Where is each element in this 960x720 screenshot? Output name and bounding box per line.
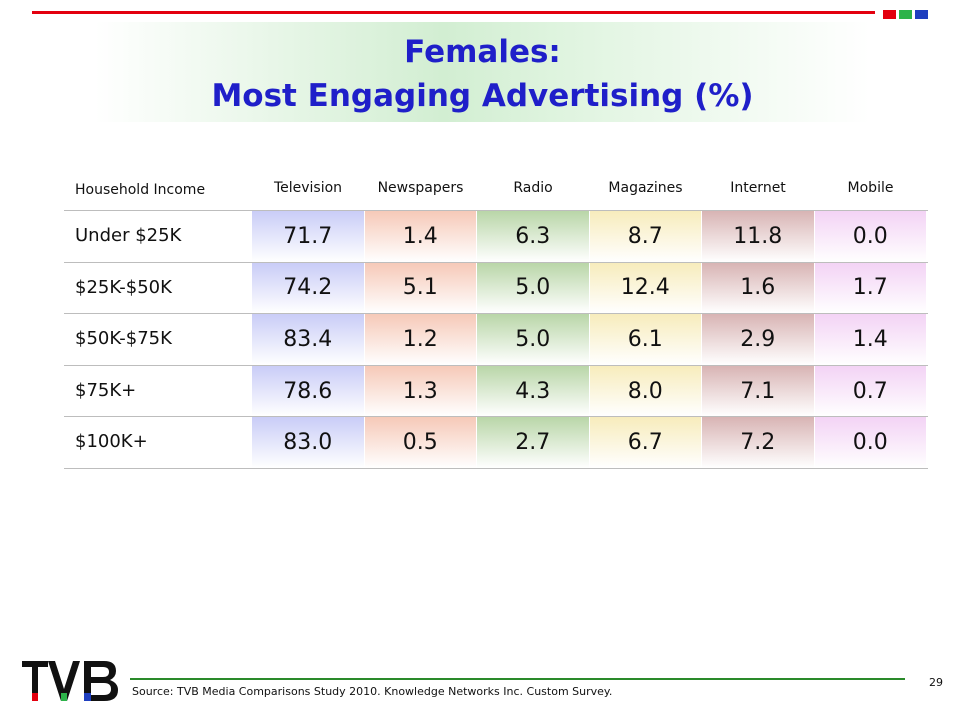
table-cell-internet: 7.2	[702, 417, 814, 468]
table-rule	[64, 210, 928, 211]
row-label: $100K+	[75, 431, 148, 453]
table-cell-television: 83.0	[252, 417, 364, 468]
row-label: $25K-$50K	[75, 276, 172, 298]
table-rule	[64, 416, 928, 418]
column-header-mobile: Mobile	[847, 180, 894, 196]
table-cell-internet: 2.9	[702, 314, 814, 365]
table-cell-mobile: 1.7	[814, 262, 926, 314]
table-cell-television: 83.4	[252, 314, 364, 365]
column-header-newspapers: Newspapers	[377, 180, 464, 196]
table-cell-radio: 2.7	[477, 417, 589, 468]
table-cell-television: 74.2	[252, 262, 364, 314]
table-cell-internet: 11.8	[702, 211, 814, 262]
title-line-2: Most Engaging Advertising (%)	[211, 78, 754, 114]
table-rule	[64, 313, 928, 315]
table-cell-radio: 5.0	[477, 262, 589, 314]
table-cell-magazines: 6.7	[589, 417, 701, 468]
row-header: Household Income	[75, 182, 206, 198]
table-cell-mobile: 0.0	[814, 211, 926, 262]
table-cell-mobile: 0.7	[814, 365, 926, 417]
table-cell-mobile: 1.4	[814, 314, 926, 365]
table-cell-internet: 7.1	[702, 365, 814, 417]
row-label: $50K-$75K	[75, 328, 172, 350]
tvb-logo	[22, 661, 118, 701]
accent-square-red	[883, 10, 896, 19]
table-cell-radio: 4.3	[477, 365, 589, 417]
table-rule	[64, 364, 928, 366]
top-rule	[32, 11, 875, 14]
table-rule	[64, 468, 928, 469]
accent-square-green	[899, 10, 912, 19]
table-cell-television: 78.6	[252, 365, 364, 417]
table-rule	[64, 261, 928, 263]
column-header-magazines: Magazines	[608, 180, 683, 196]
table-cell-magazines: 6.1	[589, 314, 701, 365]
column-header-radio: Radio	[513, 180, 553, 196]
table-cell-radio: 6.3	[477, 211, 589, 262]
footer-rule	[130, 678, 905, 680]
table-cell-radio: 5.0	[477, 314, 589, 365]
row-label: $75K+	[75, 379, 137, 401]
table-cell-newspapers: 1.4	[364, 211, 476, 262]
table-cell-mobile: 0.0	[814, 417, 926, 468]
table-cell-magazines: 8.0	[589, 365, 701, 417]
slide-title: Females: Most Engaging Advertising (%)	[95, 30, 870, 118]
table-cell-newspapers: 1.2	[364, 314, 476, 365]
accent-square-blue	[915, 10, 928, 19]
table-cell-newspapers: 0.5	[364, 417, 476, 468]
column-header-internet: Internet	[730, 180, 786, 196]
table-cell-magazines: 12.4	[589, 262, 701, 314]
source-note: Source: TVB Media Comparisons Study 2010…	[132, 685, 613, 698]
table-cell-newspapers: 1.3	[364, 365, 476, 417]
table-cell-television: 71.7	[252, 211, 364, 262]
title-band	[95, 22, 870, 122]
title-line-1: Females:	[404, 34, 561, 70]
table-cell-magazines: 8.7	[589, 211, 701, 262]
page-number: 29	[929, 676, 943, 689]
table-cell-internet: 1.6	[702, 262, 814, 314]
table-cell-newspapers: 5.1	[364, 262, 476, 314]
row-label: Under $25K	[75, 225, 182, 246]
column-header-television: Television	[273, 180, 343, 196]
